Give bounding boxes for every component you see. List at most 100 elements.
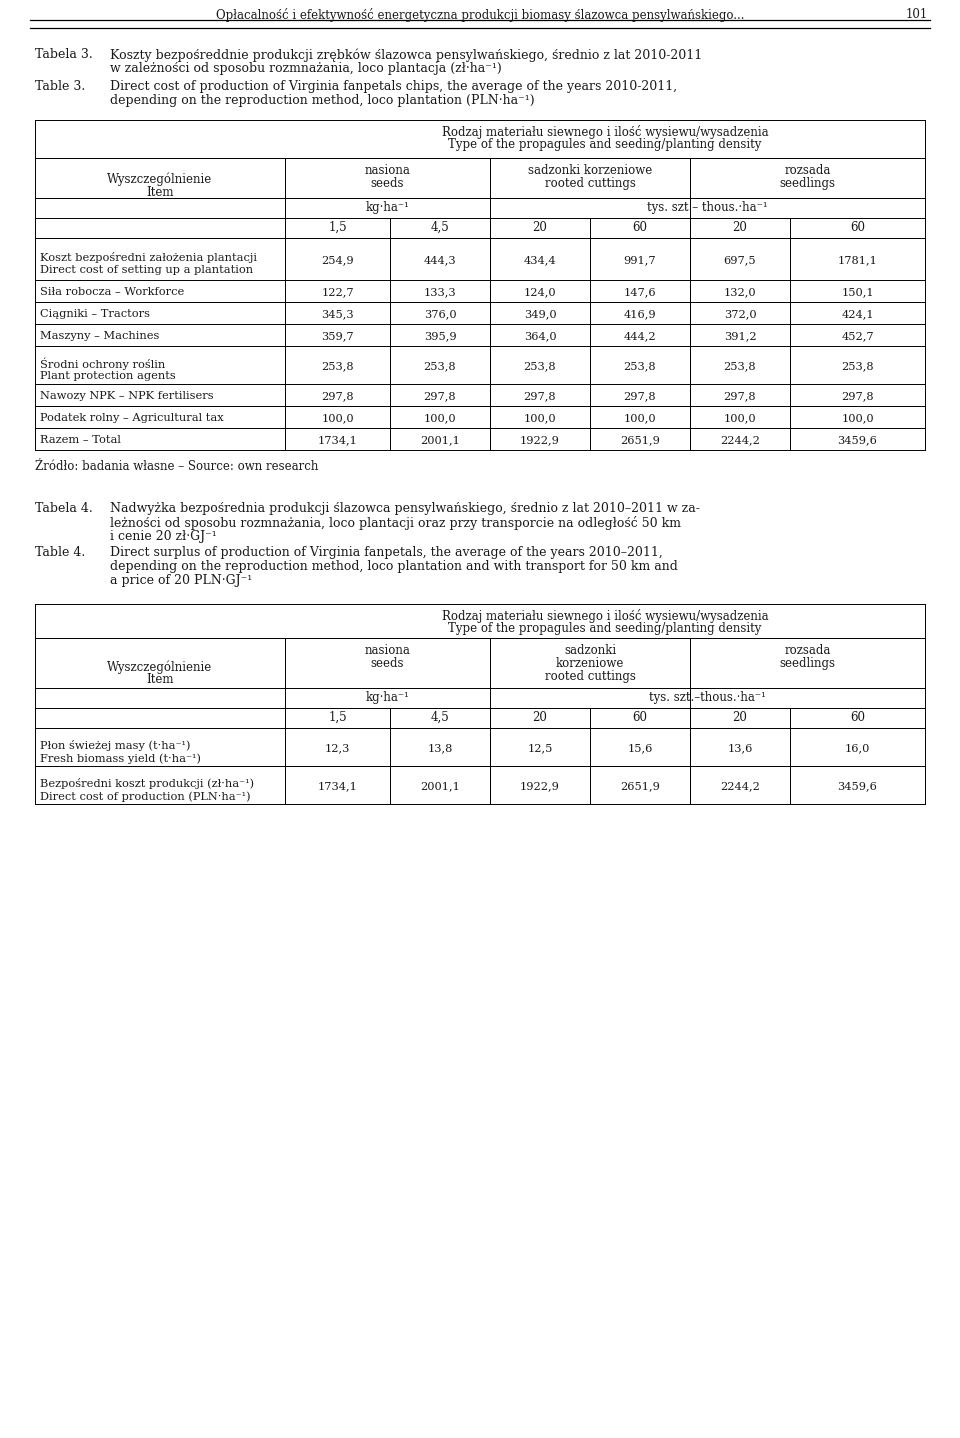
Text: Tabela 4.: Tabela 4. [35,502,93,515]
Text: 1,5: 1,5 [328,221,347,234]
Text: 376,0: 376,0 [423,309,456,319]
Text: 60: 60 [633,710,647,723]
Text: 297,8: 297,8 [624,391,657,401]
Text: Direct cost of production (PLN·ha⁻¹): Direct cost of production (PLN·ha⁻¹) [40,791,251,801]
Text: 20: 20 [533,221,547,234]
Text: 2651,9: 2651,9 [620,436,660,444]
Text: Type of the propagules and seeding/planting density: Type of the propagules and seeding/plant… [448,623,761,636]
Text: Direct surplus of production of Virginia fanpetals, the average of the years 201: Direct surplus of production of Virginia… [110,546,662,559]
Text: 444,3: 444,3 [423,255,456,265]
Text: Bezpośredni koszt produkcji (zł·ha⁻¹): Bezpośredni koszt produkcji (zł·ha⁻¹) [40,778,254,789]
Text: 395,9: 395,9 [423,331,456,341]
Text: Rodzaj materiału siewnego i ilość wysiewu/wysadzenia: Rodzaj materiału siewnego i ilość wysiew… [442,610,768,623]
Text: 12,5: 12,5 [527,743,553,754]
Text: 1781,1: 1781,1 [837,255,877,265]
Text: 253,8: 253,8 [322,361,354,371]
Text: Nawozy NPK – NPK fertilisers: Nawozy NPK – NPK fertilisers [40,391,214,401]
Text: 20: 20 [533,710,547,723]
Text: rooted cuttings: rooted cuttings [544,177,636,190]
Text: Direct cost of production of Virginia fanpetals chips, the average of the years : Direct cost of production of Virginia fa… [110,81,677,93]
Text: 349,0: 349,0 [524,309,556,319]
Text: w zależności od sposobu rozmnażania, loco plantacja (zł·ha⁻¹): w zależności od sposobu rozmnażania, loc… [110,62,502,75]
Text: sadzonki korzeniowe: sadzonki korzeniowe [528,164,652,177]
Text: 1734,1: 1734,1 [318,436,357,444]
Text: 253,8: 253,8 [524,361,556,371]
Text: korzeniowe: korzeniowe [556,657,624,670]
Text: 359,7: 359,7 [322,331,354,341]
Text: 1734,1: 1734,1 [318,781,357,791]
Text: seeds: seeds [371,657,404,670]
Text: 132,0: 132,0 [724,288,756,298]
Text: Type of the propagules and seeding/planting density: Type of the propagules and seeding/plant… [448,138,761,151]
Text: 100,0: 100,0 [841,413,874,423]
Text: Koszty bezpośreddnie produkcji zrębków ślazowca pensylwańskiego, średnio z lat 2: Koszty bezpośreddnie produkcji zrębków ś… [110,47,703,62]
Text: 20: 20 [732,710,748,723]
Text: 253,8: 253,8 [624,361,657,371]
Text: Item: Item [146,186,174,198]
Text: 13,6: 13,6 [728,743,753,754]
Text: 60: 60 [633,221,647,234]
Text: Tabela 3.: Tabela 3. [35,47,93,60]
Text: Wyszczególnienie: Wyszczególnienie [108,660,212,673]
Text: 4,5: 4,5 [431,710,449,723]
Text: 100,0: 100,0 [524,413,556,423]
Text: 364,0: 364,0 [524,331,556,341]
Text: Ciągniki – Tractors: Ciągniki – Tractors [40,309,150,319]
Text: 372,0: 372,0 [724,309,756,319]
Text: 15,6: 15,6 [627,743,653,754]
Text: 13,8: 13,8 [427,743,453,754]
Text: 1922,9: 1922,9 [520,781,560,791]
Text: 434,4: 434,4 [524,255,556,265]
Text: kg·ha⁻¹: kg·ha⁻¹ [366,201,409,214]
Text: 100,0: 100,0 [624,413,657,423]
Text: 150,1: 150,1 [841,288,874,298]
Text: 3459,6: 3459,6 [837,781,877,791]
Text: Środni ochrony roślin: Środni ochrony roślin [40,358,165,371]
Text: Maszyny – Machines: Maszyny – Machines [40,331,159,341]
Text: 297,8: 297,8 [524,391,556,401]
Text: nasiona: nasiona [365,644,411,657]
Text: Płon świeżej masy (t·ha⁻¹): Płon świeżej masy (t·ha⁻¹) [40,741,190,751]
Text: Źródło: badania własne – Source: own research: Źródło: badania własne – Source: own res… [35,460,319,473]
Text: leżności od sposobu rozmnażania, loco plantacji oraz przy transporcie na odległo: leżności od sposobu rozmnażania, loco pl… [110,516,681,531]
Text: Fresh biomass yield (t·ha⁻¹): Fresh biomass yield (t·ha⁻¹) [40,754,201,764]
Text: rozsada: rozsada [784,644,830,657]
Text: 60: 60 [850,710,865,723]
Text: 297,8: 297,8 [724,391,756,401]
Text: seedlings: seedlings [780,177,835,190]
Text: 20: 20 [732,221,748,234]
Text: 416,9: 416,9 [624,309,657,319]
Text: Opłacalność i efektywność energetyczna produkcji biomasy ślazowca pensylwańskieg: Opłacalność i efektywność energetyczna p… [216,9,744,22]
Text: 101: 101 [905,9,928,22]
Text: 100,0: 100,0 [322,413,354,423]
Text: sadzonki: sadzonki [564,644,616,657]
Text: rooted cuttings: rooted cuttings [544,670,636,683]
Text: 2001,1: 2001,1 [420,436,460,444]
Text: 2244,2: 2244,2 [720,436,760,444]
Text: 2001,1: 2001,1 [420,781,460,791]
Text: Direct cost of setting up a plantation: Direct cost of setting up a plantation [40,265,253,275]
Text: kg·ha⁻¹: kg·ha⁻¹ [366,692,409,705]
Text: Razem – Total: Razem – Total [40,436,121,444]
Text: 147,6: 147,6 [624,288,657,298]
Text: Plant protection agents: Plant protection agents [40,371,176,381]
Text: seeds: seeds [371,177,404,190]
Text: 12,3: 12,3 [324,743,350,754]
Text: seedlings: seedlings [780,657,835,670]
Text: 100,0: 100,0 [724,413,756,423]
Text: Siła robocza – Workforce: Siła robocza – Workforce [40,288,184,298]
Text: Podatek rolny – Agricultural tax: Podatek rolny – Agricultural tax [40,413,224,423]
Text: tys. szt.–thous.·ha⁻¹: tys. szt.–thous.·ha⁻¹ [649,692,766,705]
Text: 424,1: 424,1 [841,309,874,319]
Text: 60: 60 [850,221,865,234]
Text: rozsada: rozsada [784,164,830,177]
Text: 100,0: 100,0 [423,413,456,423]
Text: depending on the reproduction method, loco plantation (PLN·ha⁻¹): depending on the reproduction method, lo… [110,93,535,106]
Text: i cenie 20 zł·GJ⁻¹: i cenie 20 zł·GJ⁻¹ [110,531,217,544]
Text: Table 3.: Table 3. [35,81,85,93]
Text: 2651,9: 2651,9 [620,781,660,791]
Text: 297,8: 297,8 [841,391,874,401]
Text: 253,8: 253,8 [724,361,756,371]
Text: 697,5: 697,5 [724,255,756,265]
Text: 2244,2: 2244,2 [720,781,760,791]
